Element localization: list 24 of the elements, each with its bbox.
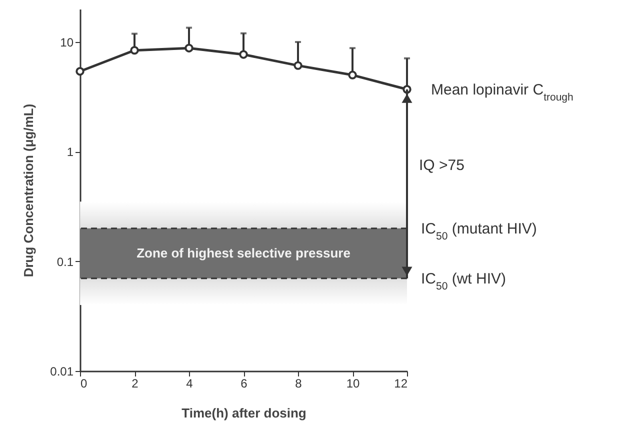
x-tick-label: 12 [394,376,408,390]
annotation: Mean lopinavir C$_{trough}$ [431,81,574,104]
x-tick-label: 0 [80,376,88,390]
ref-line-label: IC$_{50}$ (wt HIV) [421,270,506,292]
y-tick-label: 1 [66,145,74,160]
x-axis-title: Time(h) after dosing [182,406,306,420]
x-tick-label: 8 [295,376,302,390]
ref-line-label: IC$_{50}$ (mutant HIV) [421,220,537,242]
x-tick-label: 2 [132,376,139,390]
point [239,50,248,59]
point [76,67,84,76]
point [348,70,357,80]
point [130,46,139,55]
band-label: Zone of highest selective pressure [136,245,350,260]
x-tick-label: 6 [240,376,248,390]
y-tick-label: 0.01 [50,364,74,378]
point [294,61,302,70]
x-tick-label: 4 [186,376,194,390]
point [184,44,194,52]
y-tick-label: 10 [60,36,74,50]
y-axis-title: Drug Concentration (μg/mL) [21,104,36,278]
x-tick-label: 10 [346,376,360,390]
text: IQ >75 [419,156,464,174]
y-tick-label: 0.1 [56,254,74,269]
